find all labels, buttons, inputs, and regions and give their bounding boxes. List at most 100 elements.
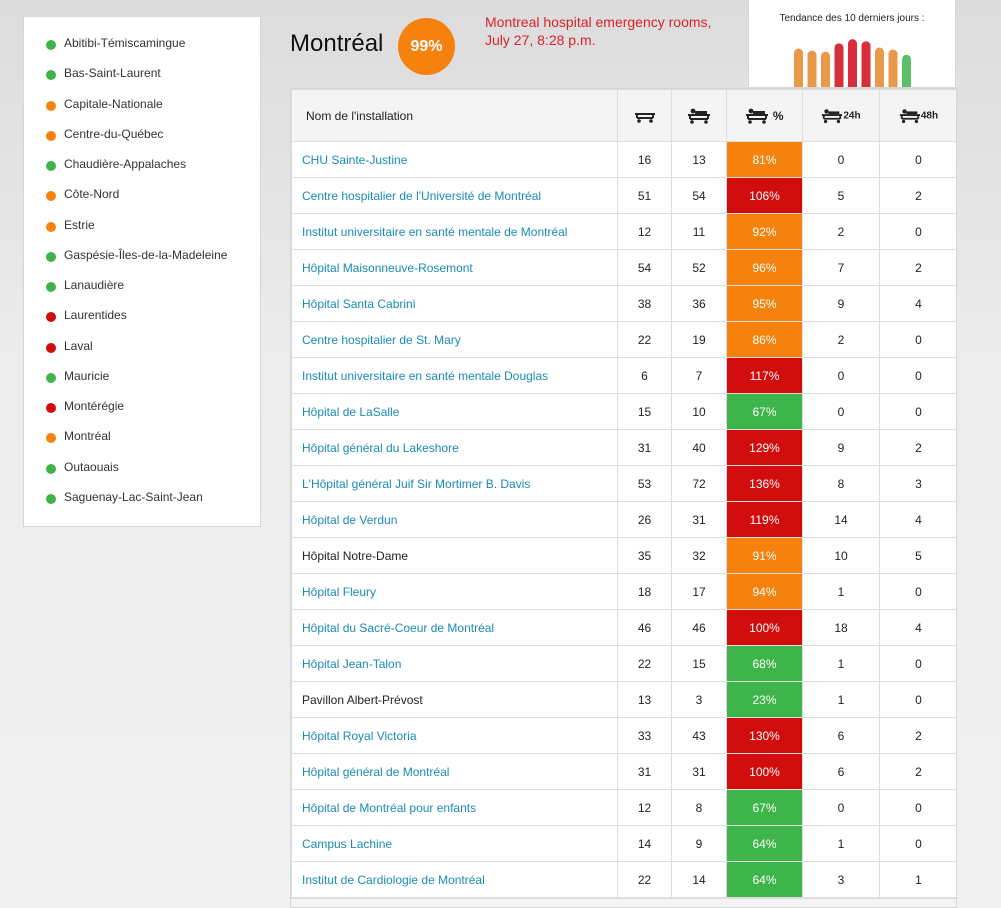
region-item[interactable]: Centre-du-Québec: [24, 127, 260, 157]
region-item[interactable]: Gaspésie-Îles-de-la-Madeleine: [24, 248, 260, 278]
occupancy-cell: 23%: [726, 681, 803, 718]
hospital-name[interactable]: Hôpital Maisonneuve-Rosemont: [291, 249, 618, 286]
over-24h-cell: 0: [802, 393, 880, 430]
col-pct-header[interactable]: %: [726, 89, 803, 142]
stretchers-cell: 12: [617, 789, 672, 826]
stretchers-cell: 15: [617, 393, 672, 430]
hospital-name[interactable]: Hôpital Jean-Talon: [291, 645, 618, 682]
hospital-name[interactable]: Hôpital Fleury: [291, 573, 618, 610]
over-24h-cell: 8: [802, 465, 880, 502]
region-label: Outaouais: [64, 459, 119, 474]
over-48h-cell: 2: [879, 249, 956, 286]
status-dot-icon: [46, 40, 56, 50]
stretchers-cell: 38: [617, 285, 672, 322]
stretchers-cell: 12: [617, 213, 672, 250]
occupancy-cell: 100%: [726, 753, 803, 790]
stretchers-cell: 31: [617, 429, 672, 466]
hospital-name[interactable]: Hôpital général du Lakeshore: [291, 429, 618, 466]
hospital-name[interactable]: Institut de Cardiologie de Montréal: [291, 861, 618, 898]
region-item[interactable]: Bas-Saint-Laurent: [24, 66, 260, 96]
col-occupied-header[interactable]: [671, 89, 727, 142]
stretchers-cell: 54: [617, 249, 672, 286]
hospital-name[interactable]: Hôpital de LaSalle: [291, 393, 618, 430]
status-dot-icon: [46, 463, 56, 474]
status-dot-icon: [46, 493, 56, 504]
region-item[interactable]: Outaouais: [24, 460, 260, 490]
region-item[interactable]: Chaudière-Appalaches: [24, 157, 260, 187]
occupancy-cell: 129%: [726, 429, 803, 466]
col-48h-label: 48h: [920, 110, 939, 121]
col-name-header[interactable]: Nom de l'installation: [291, 89, 618, 142]
region-item[interactable]: Laurentides: [24, 308, 260, 338]
occupancy-cell: 92%: [726, 213, 803, 250]
col-stretchers-header[interactable]: [617, 89, 672, 142]
region-label: Côte-Nord: [64, 187, 120, 202]
table-row: Hôpital de Verdun 26 31 119% 14 4: [291, 501, 956, 538]
over-48h-cell: 2: [879, 717, 956, 754]
region-item[interactable]: Lanaudière: [24, 278, 260, 308]
table-row: Centre hospitalier de l'Université de Mo…: [291, 177, 956, 214]
hospital-name[interactable]: Hôpital de Verdun: [291, 501, 618, 538]
region-item[interactable]: Mauricie: [24, 369, 260, 399]
over-48h-cell: 4: [879, 609, 956, 646]
status-dot-icon: [46, 342, 56, 353]
region-item[interactable]: Abitibi-Témiscamingue: [24, 36, 260, 66]
hospital-name[interactable]: L'Hôpital général Juif Sir Mortimer B. D…: [291, 465, 618, 502]
region-item[interactable]: Montréal: [24, 429, 260, 459]
col-24h-header[interactable]: 24h: [802, 89, 880, 142]
status-dot-icon: [46, 433, 56, 444]
hospital-name[interactable]: Hôpital du Sacré-Coeur de Montréal: [291, 609, 618, 646]
status-dot-icon: [46, 312, 56, 323]
over-48h-cell: 2: [879, 429, 956, 466]
region-item[interactable]: Montérégie: [24, 399, 260, 429]
stretcher-24h-icon: [822, 108, 843, 123]
region-item[interactable]: Estrie: [24, 218, 260, 248]
hospital-name[interactable]: Institut universitaire en santé mentale …: [291, 357, 618, 394]
over-24h-cell: 0: [802, 141, 880, 178]
trend-chart: [794, 39, 911, 87]
hospital-table: Nom de l'installation % 24h 48h: [291, 89, 956, 898]
hospital-name[interactable]: Hôpital Santa Cabrini: [291, 285, 618, 322]
hospital-name[interactable]: CHU Sainte-Justine: [291, 141, 618, 178]
region-label: Capitale-Nationale: [64, 96, 163, 111]
over-48h-cell: 0: [879, 573, 956, 610]
over-24h-cell: 5: [802, 177, 880, 214]
region-label: Laval: [64, 338, 93, 353]
over-24h-cell: 1: [802, 825, 880, 862]
region-label: Centre-du-Québec: [64, 126, 164, 141]
stretchers-cell: 35: [617, 537, 672, 574]
hospital-name[interactable]: Hôpital général de Montréal: [291, 753, 618, 790]
occupied-cell: 3: [671, 681, 727, 718]
region-label: Bas-Saint-Laurent: [64, 66, 161, 81]
hospital-name[interactable]: Hôpital de Montréal pour enfants: [291, 789, 618, 826]
stretchers-cell: 22: [617, 321, 672, 358]
hospital-name[interactable]: Campus Lachine: [291, 825, 618, 862]
occupied-cell: 15: [671, 645, 727, 682]
over-48h-cell: 0: [879, 681, 956, 718]
hospital-name[interactable]: Centre hospitalier de l'Université de Mo…: [291, 177, 618, 214]
occupancy-badge: 99%: [398, 18, 455, 75]
region-item[interactable]: Capitale-Nationale: [24, 97, 260, 127]
region-item[interactable]: Laval: [24, 339, 260, 369]
occupied-cell: 13: [671, 141, 727, 178]
hospital-name: Pavillon Albert-Prévost: [291, 681, 618, 718]
occupied-cell: 14: [671, 861, 727, 898]
occupancy-cell: 95%: [726, 285, 803, 322]
table-row: Hôpital général de Montréal 31 31 100% 6 2: [291, 753, 956, 790]
region-item[interactable]: Côte-Nord: [24, 187, 260, 217]
region-item[interactable]: Saguenay-Lac-Saint-Jean: [24, 490, 260, 520]
occupied-cell: 40: [671, 429, 727, 466]
over-24h-cell: 6: [802, 753, 880, 790]
over-48h-cell: 3: [879, 465, 956, 502]
region-label: Montérégie: [64, 399, 125, 413]
occupied-cell: 43: [671, 717, 727, 754]
over-24h-cell: 2: [802, 213, 880, 250]
hospital-name[interactable]: Institut universitaire en santé mentale …: [291, 213, 618, 250]
table-row: Hôpital Maisonneuve-Rosemont 54 52 96% 7 2: [291, 249, 956, 286]
over-24h-cell: 1: [802, 573, 880, 610]
hospital-name[interactable]: Hôpital Royal Victoria: [291, 717, 618, 754]
col-48h-header[interactable]: 48h: [879, 89, 956, 142]
hospital-name[interactable]: Centre hospitalier de St. Mary: [291, 321, 618, 358]
region-label: Montréal: [64, 429, 111, 444]
table-row: Hôpital Royal Victoria 33 43 130% 6 2: [291, 717, 956, 754]
